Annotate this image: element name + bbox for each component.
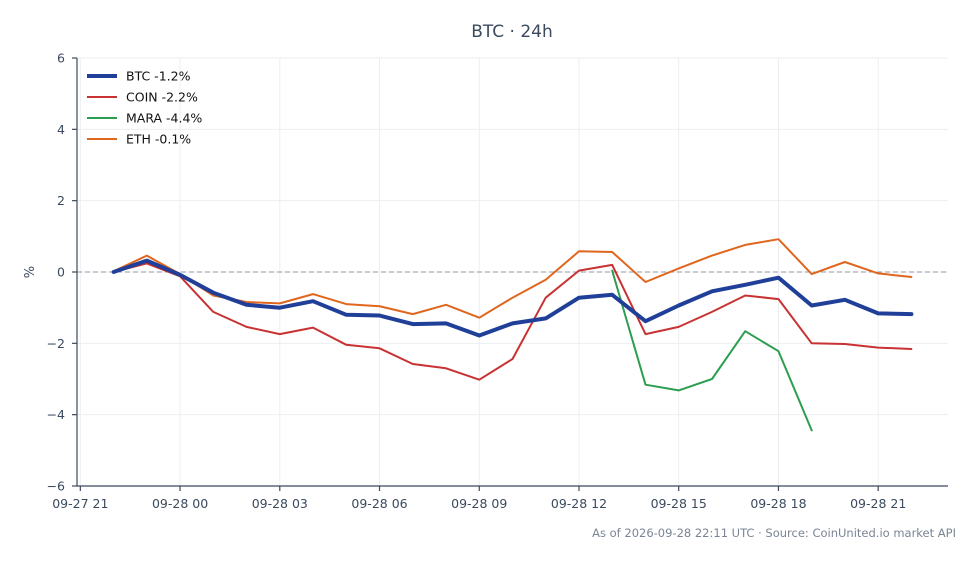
- series-lines: [111, 238, 914, 432]
- tick-labels: 6 4 2 0 −2 −4 −6 09-27 21 09-28 00 09-28 03 09-28 …: [47, 51, 907, 512]
- legend-label-eth: ETH -0.1%: [126, 132, 191, 147]
- y-tick-label: 2: [57, 193, 65, 208]
- footer-source: As of 2026-09-28 22:11 UTC · Source: Coi…: [592, 526, 956, 540]
- x-tick-label: 09-28 12: [551, 496, 607, 511]
- legend-label-mara: MARA -4.4%: [126, 111, 202, 126]
- x-tick-label: 09-27 21: [52, 496, 108, 511]
- y-tick-label: −4: [47, 407, 65, 422]
- legend-label-btc: BTC -1.2%: [126, 69, 191, 84]
- series-line-eth: [112, 238, 913, 319]
- x-tick-label: 09-28 18: [750, 496, 806, 511]
- axes: [72, 57, 948, 491]
- y-tick-label: 0: [57, 265, 65, 280]
- y-tick-label: −2: [47, 336, 65, 351]
- x-tick-label: 09-28 15: [651, 496, 707, 511]
- y-tick-label: 6: [57, 51, 65, 66]
- series-line-btc: [111, 258, 914, 338]
- y-axis-label: %: [23, 266, 38, 278]
- x-tick-label: 09-28 03: [252, 496, 308, 511]
- y-tick-label: −6: [47, 479, 65, 494]
- series-line-coin: [112, 262, 913, 381]
- y-tick-label: 4: [57, 122, 65, 137]
- x-tick-label: 09-28 09: [451, 496, 507, 511]
- legend-label-coin: COIN -2.2%: [126, 90, 198, 105]
- legend: BTC -1.2% COIN -2.2% MARA -4.4% ETH -0.1%: [87, 69, 202, 147]
- x-tick-label: 09-28 21: [850, 496, 906, 511]
- x-tick-label: 09-28 06: [351, 496, 407, 511]
- chart-title: BTC · 24h: [471, 22, 553, 42]
- series-line-mara: [611, 269, 813, 432]
- x-tick-label: 09-28 00: [152, 496, 208, 511]
